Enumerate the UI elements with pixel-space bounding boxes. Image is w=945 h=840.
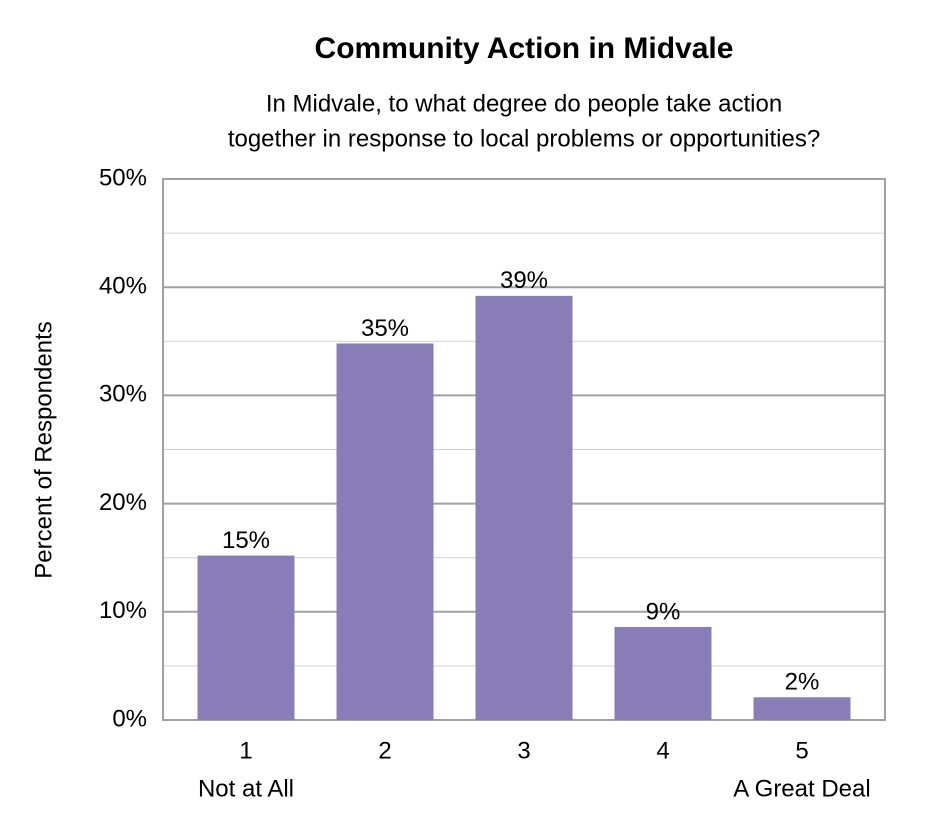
- bar: [475, 295, 573, 720]
- chart-title: Community Action in Midvale: [315, 32, 734, 65]
- bar: [197, 555, 295, 720]
- x-tick-label: 5: [795, 737, 808, 764]
- x-tick-label: 2: [378, 737, 391, 764]
- y-tick-label: 50%: [99, 164, 147, 191]
- x-tick-sublabel: Not at All: [198, 775, 294, 802]
- chart-subtitle: together in response to local problems o…: [228, 125, 820, 152]
- value-label: 2%: [785, 669, 820, 696]
- y-tick-label: 20%: [99, 489, 147, 516]
- x-tick-sublabel: A Great Deal: [733, 775, 870, 802]
- chart-subtitle: In Midvale, to what degree do people tak…: [266, 90, 782, 117]
- x-tick-label: 1: [239, 737, 252, 764]
- bar: [614, 626, 712, 720]
- y-tick-label: 40%: [99, 273, 147, 300]
- y-axis-label: Percent of Respondents: [30, 321, 57, 579]
- x-tick-label: 4: [656, 737, 669, 764]
- y-tick-label: 30%: [99, 381, 147, 408]
- bar: [753, 697, 851, 720]
- y-tick-label: 10%: [99, 597, 147, 624]
- value-label: 39%: [500, 267, 548, 294]
- value-label: 35%: [361, 315, 409, 342]
- bar: [336, 343, 434, 720]
- y-tick-label: 0%: [112, 705, 147, 732]
- x-tick-label: 3: [517, 737, 530, 764]
- value-label: 9%: [646, 598, 681, 625]
- value-label: 15%: [222, 527, 270, 554]
